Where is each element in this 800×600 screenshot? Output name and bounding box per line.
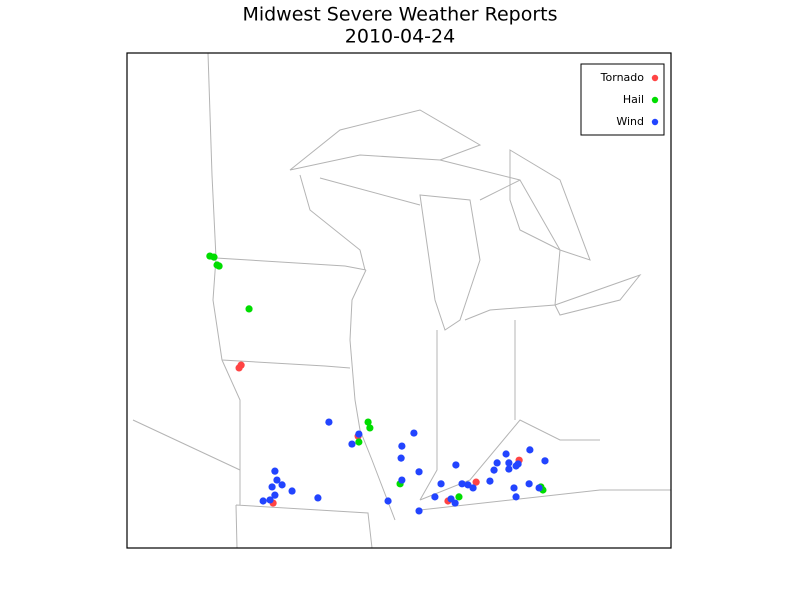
report-marker	[314, 494, 322, 502]
report-marker	[505, 459, 513, 467]
legend-marker	[651, 118, 659, 126]
report-marker	[502, 450, 510, 458]
report-marker	[431, 493, 439, 501]
report-marker	[452, 461, 460, 469]
report-marker	[364, 418, 372, 426]
report-marker	[237, 361, 245, 369]
michigan-lower	[464, 179, 561, 321]
lake-michigan	[419, 194, 481, 331]
legend-label: Wind	[616, 115, 644, 128]
lake-huron	[509, 149, 591, 261]
legend-box	[580, 63, 665, 136]
report-marker	[278, 481, 286, 489]
report-marker	[526, 446, 534, 454]
report-marker	[472, 478, 480, 486]
report-marker	[271, 467, 279, 475]
report-marker	[398, 476, 406, 484]
report-marker	[469, 484, 477, 492]
report-marker	[415, 507, 423, 515]
lake-erie	[554, 273, 642, 316]
report-marker	[525, 480, 533, 488]
report-marker	[437, 480, 445, 488]
report-marker	[535, 484, 543, 492]
report-marker	[415, 468, 423, 476]
report-marker	[458, 480, 466, 488]
report-marker	[259, 497, 267, 505]
legend-marker	[651, 96, 659, 104]
report-marker	[268, 483, 276, 491]
report-marker	[271, 491, 279, 499]
report-marker	[266, 496, 274, 504]
legend-label: Tornado	[600, 71, 645, 84]
report-marker	[288, 487, 296, 495]
legend-label: Hail	[623, 93, 644, 106]
report-marker	[510, 484, 518, 492]
map-subtitle: 2010-04-24	[345, 26, 455, 48]
report-marker	[355, 438, 363, 446]
report-marker	[410, 429, 418, 437]
report-marker	[210, 253, 218, 261]
report-marker	[325, 418, 333, 426]
report-marker	[512, 493, 520, 501]
report-marker	[490, 466, 498, 474]
report-marker	[384, 497, 392, 505]
report-marker	[245, 305, 253, 313]
report-marker	[398, 442, 406, 450]
legend-marker	[651, 74, 659, 82]
report-marker	[514, 460, 522, 468]
report-marker	[215, 262, 223, 270]
report-marker	[273, 476, 281, 484]
report-marker	[486, 477, 494, 485]
report-marker	[505, 465, 513, 473]
map-title: Midwest Severe Weather Reports	[242, 4, 557, 26]
report-marker	[348, 440, 356, 448]
map-frame	[126, 52, 672, 549]
report-marker	[455, 493, 463, 501]
base-map	[132, 52, 671, 549]
report-marker	[493, 459, 501, 467]
report-marker	[355, 430, 363, 438]
report-marker	[447, 495, 455, 503]
report-marker	[541, 457, 549, 465]
report-marker	[397, 454, 405, 462]
report-marker	[366, 424, 374, 432]
lake-superior	[289, 109, 482, 171]
